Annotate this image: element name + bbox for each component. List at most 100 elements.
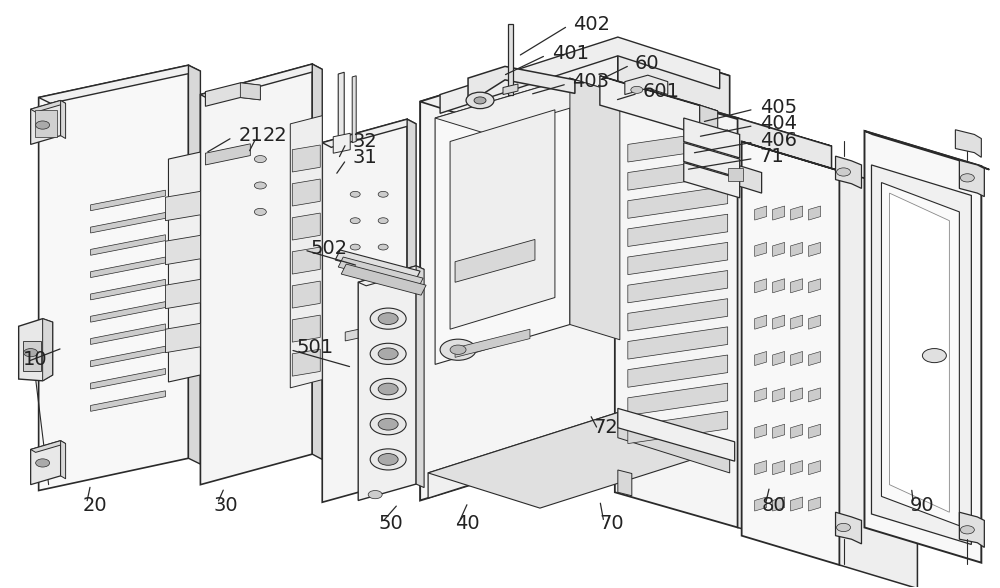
Polygon shape — [809, 388, 821, 402]
Polygon shape — [791, 497, 803, 511]
Polygon shape — [428, 413, 618, 498]
Text: 31: 31 — [352, 148, 377, 168]
Polygon shape — [600, 76, 718, 111]
Polygon shape — [864, 131, 989, 170]
Polygon shape — [165, 323, 200, 353]
Polygon shape — [809, 460, 821, 475]
Polygon shape — [791, 279, 803, 293]
Polygon shape — [738, 118, 832, 556]
Polygon shape — [755, 460, 767, 475]
Text: 90: 90 — [909, 496, 934, 514]
Polygon shape — [292, 247, 320, 274]
Text: 20: 20 — [83, 496, 107, 514]
Circle shape — [837, 523, 851, 532]
Polygon shape — [791, 315, 803, 329]
Polygon shape — [435, 78, 620, 133]
Polygon shape — [836, 156, 861, 188]
Polygon shape — [791, 352, 803, 366]
Polygon shape — [836, 512, 861, 544]
Polygon shape — [91, 324, 165, 345]
Polygon shape — [809, 497, 821, 511]
Polygon shape — [791, 206, 803, 220]
Text: 403: 403 — [572, 72, 609, 91]
Text: 40: 40 — [455, 514, 480, 533]
Circle shape — [254, 156, 266, 163]
Circle shape — [370, 379, 406, 400]
Polygon shape — [628, 327, 728, 359]
Polygon shape — [773, 497, 785, 511]
Text: 402: 402 — [573, 15, 610, 34]
Polygon shape — [773, 424, 785, 438]
Polygon shape — [341, 264, 426, 295]
Polygon shape — [628, 412, 728, 443]
Polygon shape — [335, 250, 420, 281]
Circle shape — [837, 168, 851, 176]
Circle shape — [254, 208, 266, 215]
Circle shape — [378, 218, 388, 223]
Circle shape — [922, 349, 946, 363]
Circle shape — [370, 449, 406, 470]
Polygon shape — [345, 320, 400, 341]
Polygon shape — [773, 315, 785, 329]
Polygon shape — [165, 235, 200, 265]
Polygon shape — [358, 266, 424, 286]
Polygon shape — [91, 346, 165, 367]
Circle shape — [378, 313, 398, 325]
Polygon shape — [165, 279, 200, 309]
Circle shape — [466, 92, 494, 109]
Polygon shape — [31, 101, 61, 145]
Circle shape — [378, 191, 388, 197]
Circle shape — [36, 121, 50, 129]
Circle shape — [370, 414, 406, 435]
Bar — [23, 341, 41, 372]
Polygon shape — [91, 391, 165, 412]
Polygon shape — [420, 41, 730, 137]
Polygon shape — [684, 118, 740, 158]
Polygon shape — [615, 83, 738, 527]
Polygon shape — [91, 190, 165, 211]
Polygon shape — [615, 83, 832, 146]
Polygon shape — [292, 145, 320, 172]
Polygon shape — [39, 65, 188, 490]
Polygon shape — [773, 460, 785, 475]
Polygon shape — [428, 413, 730, 508]
Polygon shape — [618, 41, 730, 475]
Polygon shape — [618, 83, 632, 111]
Polygon shape — [700, 105, 718, 141]
Polygon shape — [773, 242, 785, 256]
Polygon shape — [628, 383, 728, 416]
Polygon shape — [338, 72, 344, 145]
Polygon shape — [205, 144, 250, 165]
Polygon shape — [809, 279, 821, 293]
Circle shape — [960, 173, 974, 182]
Polygon shape — [726, 162, 762, 193]
Polygon shape — [168, 152, 200, 382]
Polygon shape — [19, 319, 53, 381]
Circle shape — [36, 459, 50, 467]
Polygon shape — [809, 242, 821, 256]
Polygon shape — [628, 299, 728, 331]
Circle shape — [631, 86, 643, 93]
Polygon shape — [440, 37, 720, 113]
Polygon shape — [455, 239, 535, 282]
Circle shape — [440, 339, 476, 360]
Text: 50: 50 — [378, 514, 403, 533]
Text: 60: 60 — [635, 54, 659, 73]
Text: 601: 601 — [643, 82, 680, 101]
Polygon shape — [618, 470, 632, 496]
Polygon shape — [450, 110, 555, 329]
Text: 406: 406 — [760, 131, 797, 150]
Text: 80: 80 — [762, 496, 786, 514]
Polygon shape — [809, 206, 821, 220]
Polygon shape — [91, 235, 165, 255]
Polygon shape — [292, 281, 320, 308]
Polygon shape — [628, 242, 728, 275]
Polygon shape — [755, 497, 767, 511]
Text: 405: 405 — [760, 98, 797, 117]
Polygon shape — [188, 65, 200, 464]
Text: 501: 501 — [296, 339, 333, 358]
Polygon shape — [625, 75, 668, 95]
Polygon shape — [91, 279, 165, 300]
Polygon shape — [292, 213, 320, 240]
Polygon shape — [889, 193, 949, 512]
